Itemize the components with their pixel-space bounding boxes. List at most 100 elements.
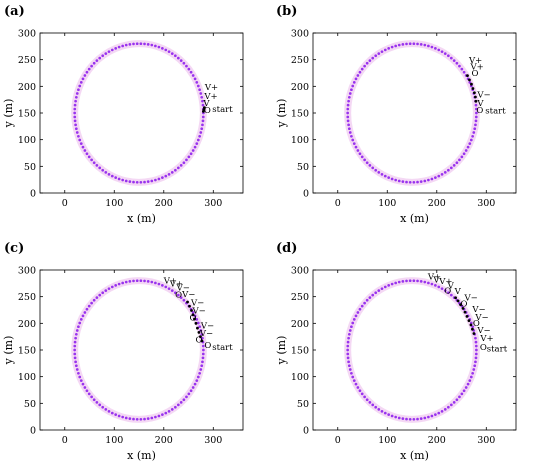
trajectory-point — [193, 145, 197, 149]
trajectory-point — [356, 311, 360, 314]
trajectory-point — [430, 414, 434, 418]
trajectory-point — [408, 279, 412, 283]
trajectory-point — [449, 56, 453, 60]
trajectory-point — [408, 417, 412, 421]
robot-path-point — [473, 91, 476, 95]
trajectory-point — [474, 356, 478, 360]
trajectory-point — [201, 99, 204, 103]
trajectory-point — [121, 178, 125, 182]
trajectory-point — [98, 293, 102, 297]
trajectory-point — [87, 304, 91, 308]
annotation-label: V — [476, 99, 484, 109]
x-tick-label: 100 — [378, 198, 396, 209]
robot-path-point — [193, 317, 196, 321]
trajectory-point — [363, 395, 366, 399]
trajectory-point — [150, 43, 154, 47]
trajectory-point — [458, 64, 461, 68]
trajectory-point — [143, 180, 146, 184]
trajectory-point — [416, 417, 419, 421]
trajectory-point — [121, 281, 125, 285]
trajectory-point — [191, 74, 195, 77]
y-tick-label: 50 — [297, 162, 309, 173]
trajectory-point — [110, 174, 114, 178]
trajectory-point — [434, 47, 437, 50]
trajectory-point — [170, 171, 174, 174]
trajectory-point — [468, 142, 472, 145]
annotation-label: O — [204, 106, 211, 116]
trajectory-point — [167, 50, 171, 54]
trajectory-point — [110, 411, 114, 415]
trajectory-point — [191, 311, 195, 314]
trajectory-point — [201, 103, 205, 107]
trajectory-point — [390, 414, 394, 418]
trajectory-point — [371, 166, 375, 170]
trajectory-point — [107, 409, 111, 413]
y-tick-label: 150 — [291, 346, 309, 357]
x-tick-label: 0 — [335, 435, 341, 446]
y-tick-label: 0 — [303, 189, 309, 200]
trajectory-point — [346, 107, 350, 111]
trajectory-point — [150, 179, 154, 183]
y-tick-label: 100 — [291, 372, 309, 383]
trajectory-point — [347, 336, 350, 340]
trajectory-point — [196, 375, 200, 379]
trajectory-point — [352, 142, 356, 145]
trajectory-point — [412, 180, 416, 184]
trajectory-point — [360, 304, 364, 308]
trajectory-point — [174, 291, 177, 295]
trajectory-point — [380, 409, 384, 413]
trajectory-point — [77, 325, 80, 329]
trajectory-point — [182, 298, 186, 302]
trajectory-point — [397, 179, 401, 183]
y-tick-label: 200 — [18, 82, 36, 93]
panel-label: (d) — [276, 241, 297, 256]
trajectory-point — [170, 52, 174, 55]
trajectory-point — [157, 414, 161, 418]
x-tick-label: 300 — [477, 435, 495, 446]
trajectory-point — [346, 119, 350, 123]
trajectory-point — [74, 95, 78, 99]
trajectory-point — [408, 180, 412, 184]
trajectory-point — [75, 131, 79, 134]
annotation-label: O — [461, 299, 468, 309]
trajectory-point — [198, 134, 201, 138]
trajectory-point — [154, 178, 157, 182]
trajectory-point — [139, 417, 143, 421]
trajectory-point — [81, 314, 85, 318]
trajectory-point — [346, 356, 350, 360]
trajectory-point — [121, 415, 125, 419]
trajectory-point — [187, 392, 191, 396]
trajectory-point — [360, 155, 364, 159]
trajectory-point — [440, 50, 444, 54]
trajectory-point — [114, 284, 118, 287]
trajectory-point — [90, 158, 93, 162]
trajectory-point — [198, 371, 201, 375]
robot-path-point — [191, 313, 195, 317]
trajectory-point — [401, 43, 405, 46]
start-label: start — [487, 345, 508, 355]
trajectory-point — [176, 56, 180, 60]
trajectory-point — [196, 321, 200, 325]
trajectory-point — [374, 54, 378, 58]
trajectory-point — [104, 171, 108, 174]
y-tick-label: 200 — [291, 319, 309, 330]
trajectory-point — [452, 59, 456, 62]
trajectory-point — [179, 164, 183, 167]
trajectory-point — [447, 291, 450, 295]
trajectory-point — [474, 119, 478, 123]
trajectory-point — [371, 403, 375, 407]
robot-path-point — [199, 335, 202, 339]
trajectory-point — [437, 285, 441, 289]
trajectory-point — [347, 99, 350, 103]
trajectory-point — [146, 280, 150, 283]
trajectory-point — [471, 325, 474, 329]
annotation-label: V+ — [479, 334, 493, 344]
trajectory-point — [85, 307, 89, 311]
trajectory-point — [347, 332, 351, 336]
trajectory-point — [423, 416, 427, 420]
trajectory-point — [74, 123, 77, 127]
trajectory-point — [394, 178, 398, 182]
robot-path-point — [474, 99, 478, 103]
trajectory-point — [475, 348, 478, 352]
trajectory-point — [371, 293, 375, 297]
